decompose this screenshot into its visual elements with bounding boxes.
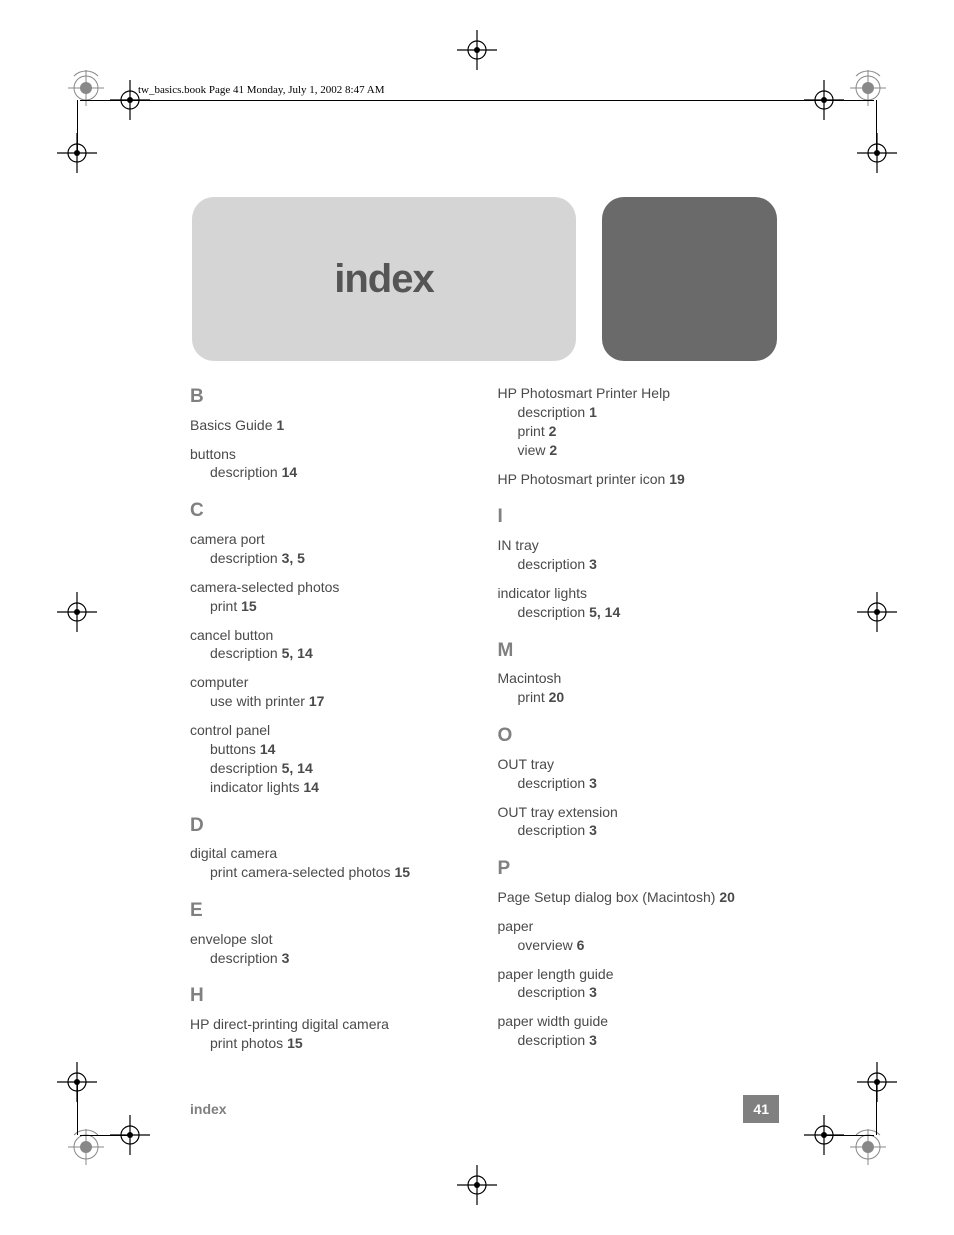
index-subentry: print 2 xyxy=(498,422,780,441)
index-entry: paper width guidedescription 3 xyxy=(498,1012,780,1050)
crosshair-mark-icon xyxy=(857,133,897,173)
registration-mark-icon xyxy=(848,68,888,108)
index-entry-line: cancel button xyxy=(190,626,472,645)
index-entry-line: OUT tray extension xyxy=(498,803,780,822)
index-letter: E xyxy=(190,898,472,924)
index-subentry: description 3 xyxy=(498,1031,780,1050)
index-letter: B xyxy=(190,384,472,410)
index-entry: HP Photosmart printer icon 19 xyxy=(498,470,780,489)
footer-page-number: 41 xyxy=(743,1095,779,1123)
registration-mark-icon xyxy=(66,1127,106,1167)
index-entry: camera portdescription 3, 5 xyxy=(190,530,472,568)
crosshair-mark-icon xyxy=(857,1062,897,1102)
index-subentry: indicator lights 14 xyxy=(190,778,472,797)
crosshair-mark-icon xyxy=(457,1165,497,1205)
index-entry-line: HP direct-printing digital camera xyxy=(190,1015,472,1034)
index-entry-line: control panel xyxy=(190,721,472,740)
index-subentry: print 15 xyxy=(190,597,472,616)
index-subentry: overview 6 xyxy=(498,936,780,955)
page-header: tw_basics.book Page 41 Monday, July 1, 2… xyxy=(138,84,384,96)
index-entry-line: Macintosh xyxy=(498,669,780,688)
index-entry: cancel buttondescription 5, 14 xyxy=(190,626,472,664)
index-subentry: description 5, 14 xyxy=(190,644,472,663)
index-entry: control panelbuttons 14description 5, 14… xyxy=(190,721,472,797)
index-subentry: description 3, 5 xyxy=(190,549,472,568)
crosshair-mark-icon xyxy=(457,30,497,70)
index-entry-line: paper xyxy=(498,917,780,936)
index-entry-line: buttons xyxy=(190,445,472,464)
index-entry: IN traydescription 3 xyxy=(498,536,780,574)
index-entry: camera-selected photosprint 15 xyxy=(190,578,472,616)
index-entry: envelope slotdescription 3 xyxy=(190,930,472,968)
index-entry-line: Page Setup dialog box (Macintosh) 20 xyxy=(498,888,780,907)
index-subentry: description 14 xyxy=(190,463,472,482)
index-entry: Basics Guide 1 xyxy=(190,416,472,435)
index-subentry: view 2 xyxy=(498,441,780,460)
index-entry-line: Basics Guide 1 xyxy=(190,416,472,435)
index-subentry: description 1 xyxy=(498,403,780,422)
index-entry: OUT traydescription 3 xyxy=(498,755,780,793)
index-col-right: HP Photosmart Printer Helpdescription 1p… xyxy=(498,384,780,1063)
crosshair-mark-icon xyxy=(857,592,897,632)
index-entry-line: camera port xyxy=(190,530,472,549)
index-entry: Macintoshprint 20 xyxy=(498,669,780,707)
index-subentry: description 3 xyxy=(498,555,780,574)
index-letter: I xyxy=(498,504,780,530)
index-subentry: description 3 xyxy=(498,774,780,793)
index-col-left: B Basics Guide 1 buttonsdescription 14 Ccam… xyxy=(190,384,472,1063)
index-subentry: print camera-selected photos 15 xyxy=(190,863,472,882)
index-subentry: print photos 15 xyxy=(190,1034,472,1053)
index-entry: paperoverview 6 xyxy=(498,917,780,955)
index-entry-line: paper length guide xyxy=(498,965,780,984)
index-subentry: description 5, 14 xyxy=(190,759,472,778)
index-letter: P xyxy=(498,856,780,882)
index-entry: computeruse with printer 17 xyxy=(190,673,472,711)
index-entry: OUT tray extensiondescription 3 xyxy=(498,803,780,841)
index-entry-line: computer xyxy=(190,673,472,692)
title-row: index xyxy=(192,197,777,361)
index-subentry: buttons 14 xyxy=(190,740,472,759)
registration-mark-icon xyxy=(66,68,106,108)
index-letter: M xyxy=(498,638,780,664)
index-entry: HP Photosmart Printer Helpdescription 1p… xyxy=(498,384,780,460)
page-title: index xyxy=(334,257,433,302)
title-box-left: index xyxy=(192,197,576,361)
index-entry-line: paper width guide xyxy=(498,1012,780,1031)
index-letter: C xyxy=(190,498,472,524)
index-entry-line: camera-selected photos xyxy=(190,578,472,597)
footer: index 41 xyxy=(190,1095,779,1123)
index-entry: Page Setup dialog box (Macintosh) 20 xyxy=(498,888,780,907)
index-entry-line: digital camera xyxy=(190,844,472,863)
title-box-right xyxy=(602,197,777,361)
index-entry: paper length guidedescription 3 xyxy=(498,965,780,1003)
index-entry-line: OUT tray xyxy=(498,755,780,774)
index-letter: H xyxy=(190,983,472,1009)
index-subentry: use with printer 17 xyxy=(190,692,472,711)
index-entry-line: HP Photosmart printer icon 19 xyxy=(498,470,780,489)
index-subentry: description 3 xyxy=(498,983,780,1002)
index-entry: indicator lightsdescription 5, 14 xyxy=(498,584,780,622)
index-entry: digital cameraprint camera-selected phot… xyxy=(190,844,472,882)
index-subentry: description 3 xyxy=(498,821,780,840)
index-subentry: description 5, 14 xyxy=(498,603,780,622)
header-rule xyxy=(112,100,842,101)
index-columns: B Basics Guide 1 buttonsdescription 14 Ccam… xyxy=(190,384,779,1063)
index-subentry: print 20 xyxy=(498,688,780,707)
index-letter: D xyxy=(190,813,472,839)
registration-mark-icon xyxy=(848,1127,888,1167)
crosshair-mark-icon xyxy=(57,592,97,632)
index-entry-line: HP Photosmart Printer Help xyxy=(498,384,780,403)
index-entry-line: IN tray xyxy=(498,536,780,555)
index-entry: buttonsdescription 14 xyxy=(190,445,472,483)
index-entry-line: indicator lights xyxy=(498,584,780,603)
index-entry-line: envelope slot xyxy=(190,930,472,949)
footer-label: index xyxy=(190,1101,227,1117)
index-letter: O xyxy=(498,723,780,749)
index-entry: HP direct-printing digital cameraprint p… xyxy=(190,1015,472,1053)
index-subentry: description 3 xyxy=(190,949,472,968)
